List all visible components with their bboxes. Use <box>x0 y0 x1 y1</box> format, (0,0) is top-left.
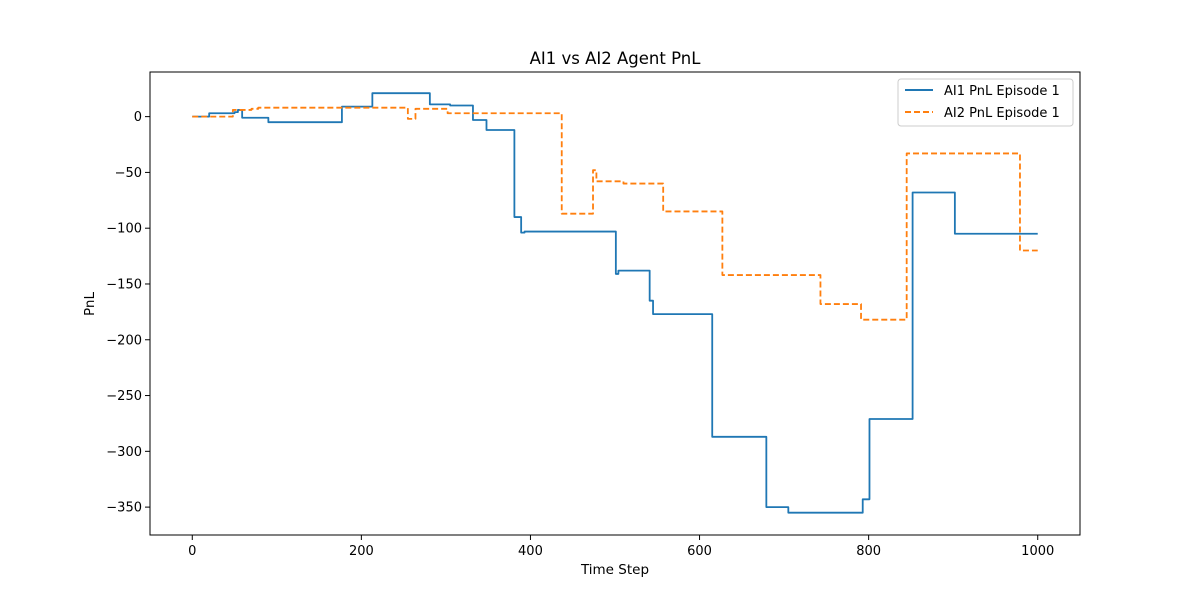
series-line-ai1 <box>192 92 1038 514</box>
series-layer <box>192 92 1038 514</box>
axes-frame <box>149 71 1081 536</box>
y-tick-label: −350 <box>106 501 142 516</box>
x-tick-label: 200 <box>349 544 374 559</box>
legend-label-ai1: AI1 PnL Episode 1 <box>944 84 1060 99</box>
chart-title: AI1 vs AI2 Agent PnL <box>530 49 702 68</box>
x-tick-label: 0 <box>188 544 196 559</box>
x-tick-label: 800 <box>856 544 881 559</box>
series-line-ai2 <box>192 106 1038 321</box>
x-tick-label: 400 <box>518 544 543 559</box>
y-tick-label: −300 <box>106 445 142 460</box>
y-axis-label: PnL <box>82 292 98 316</box>
y-tick-label: −100 <box>106 222 142 237</box>
legend-label-ai2: AI2 PnL Episode 1 <box>944 106 1060 121</box>
y-axis: 0 −50 −100 −150 −200 −250 −300 −350 <box>106 110 150 516</box>
y-tick-label: 0 <box>134 110 142 125</box>
y-tick-label: −50 <box>115 166 142 181</box>
legend: AI1 PnL Episode 1 AI2 PnL Episode 1 <box>897 78 1074 127</box>
y-tick-label: −150 <box>106 277 142 292</box>
x-axis-label: Time Step <box>580 562 649 578</box>
legend-box <box>897 78 1074 127</box>
x-axis: 0 200 400 600 800 1000 <box>188 535 1054 559</box>
x-tick-label: 600 <box>687 544 712 559</box>
y-tick-label: −200 <box>106 333 142 348</box>
plot-area <box>149 71 1081 536</box>
x-tick-label: 1000 <box>1021 544 1054 559</box>
y-tick-label: −250 <box>106 389 142 404</box>
